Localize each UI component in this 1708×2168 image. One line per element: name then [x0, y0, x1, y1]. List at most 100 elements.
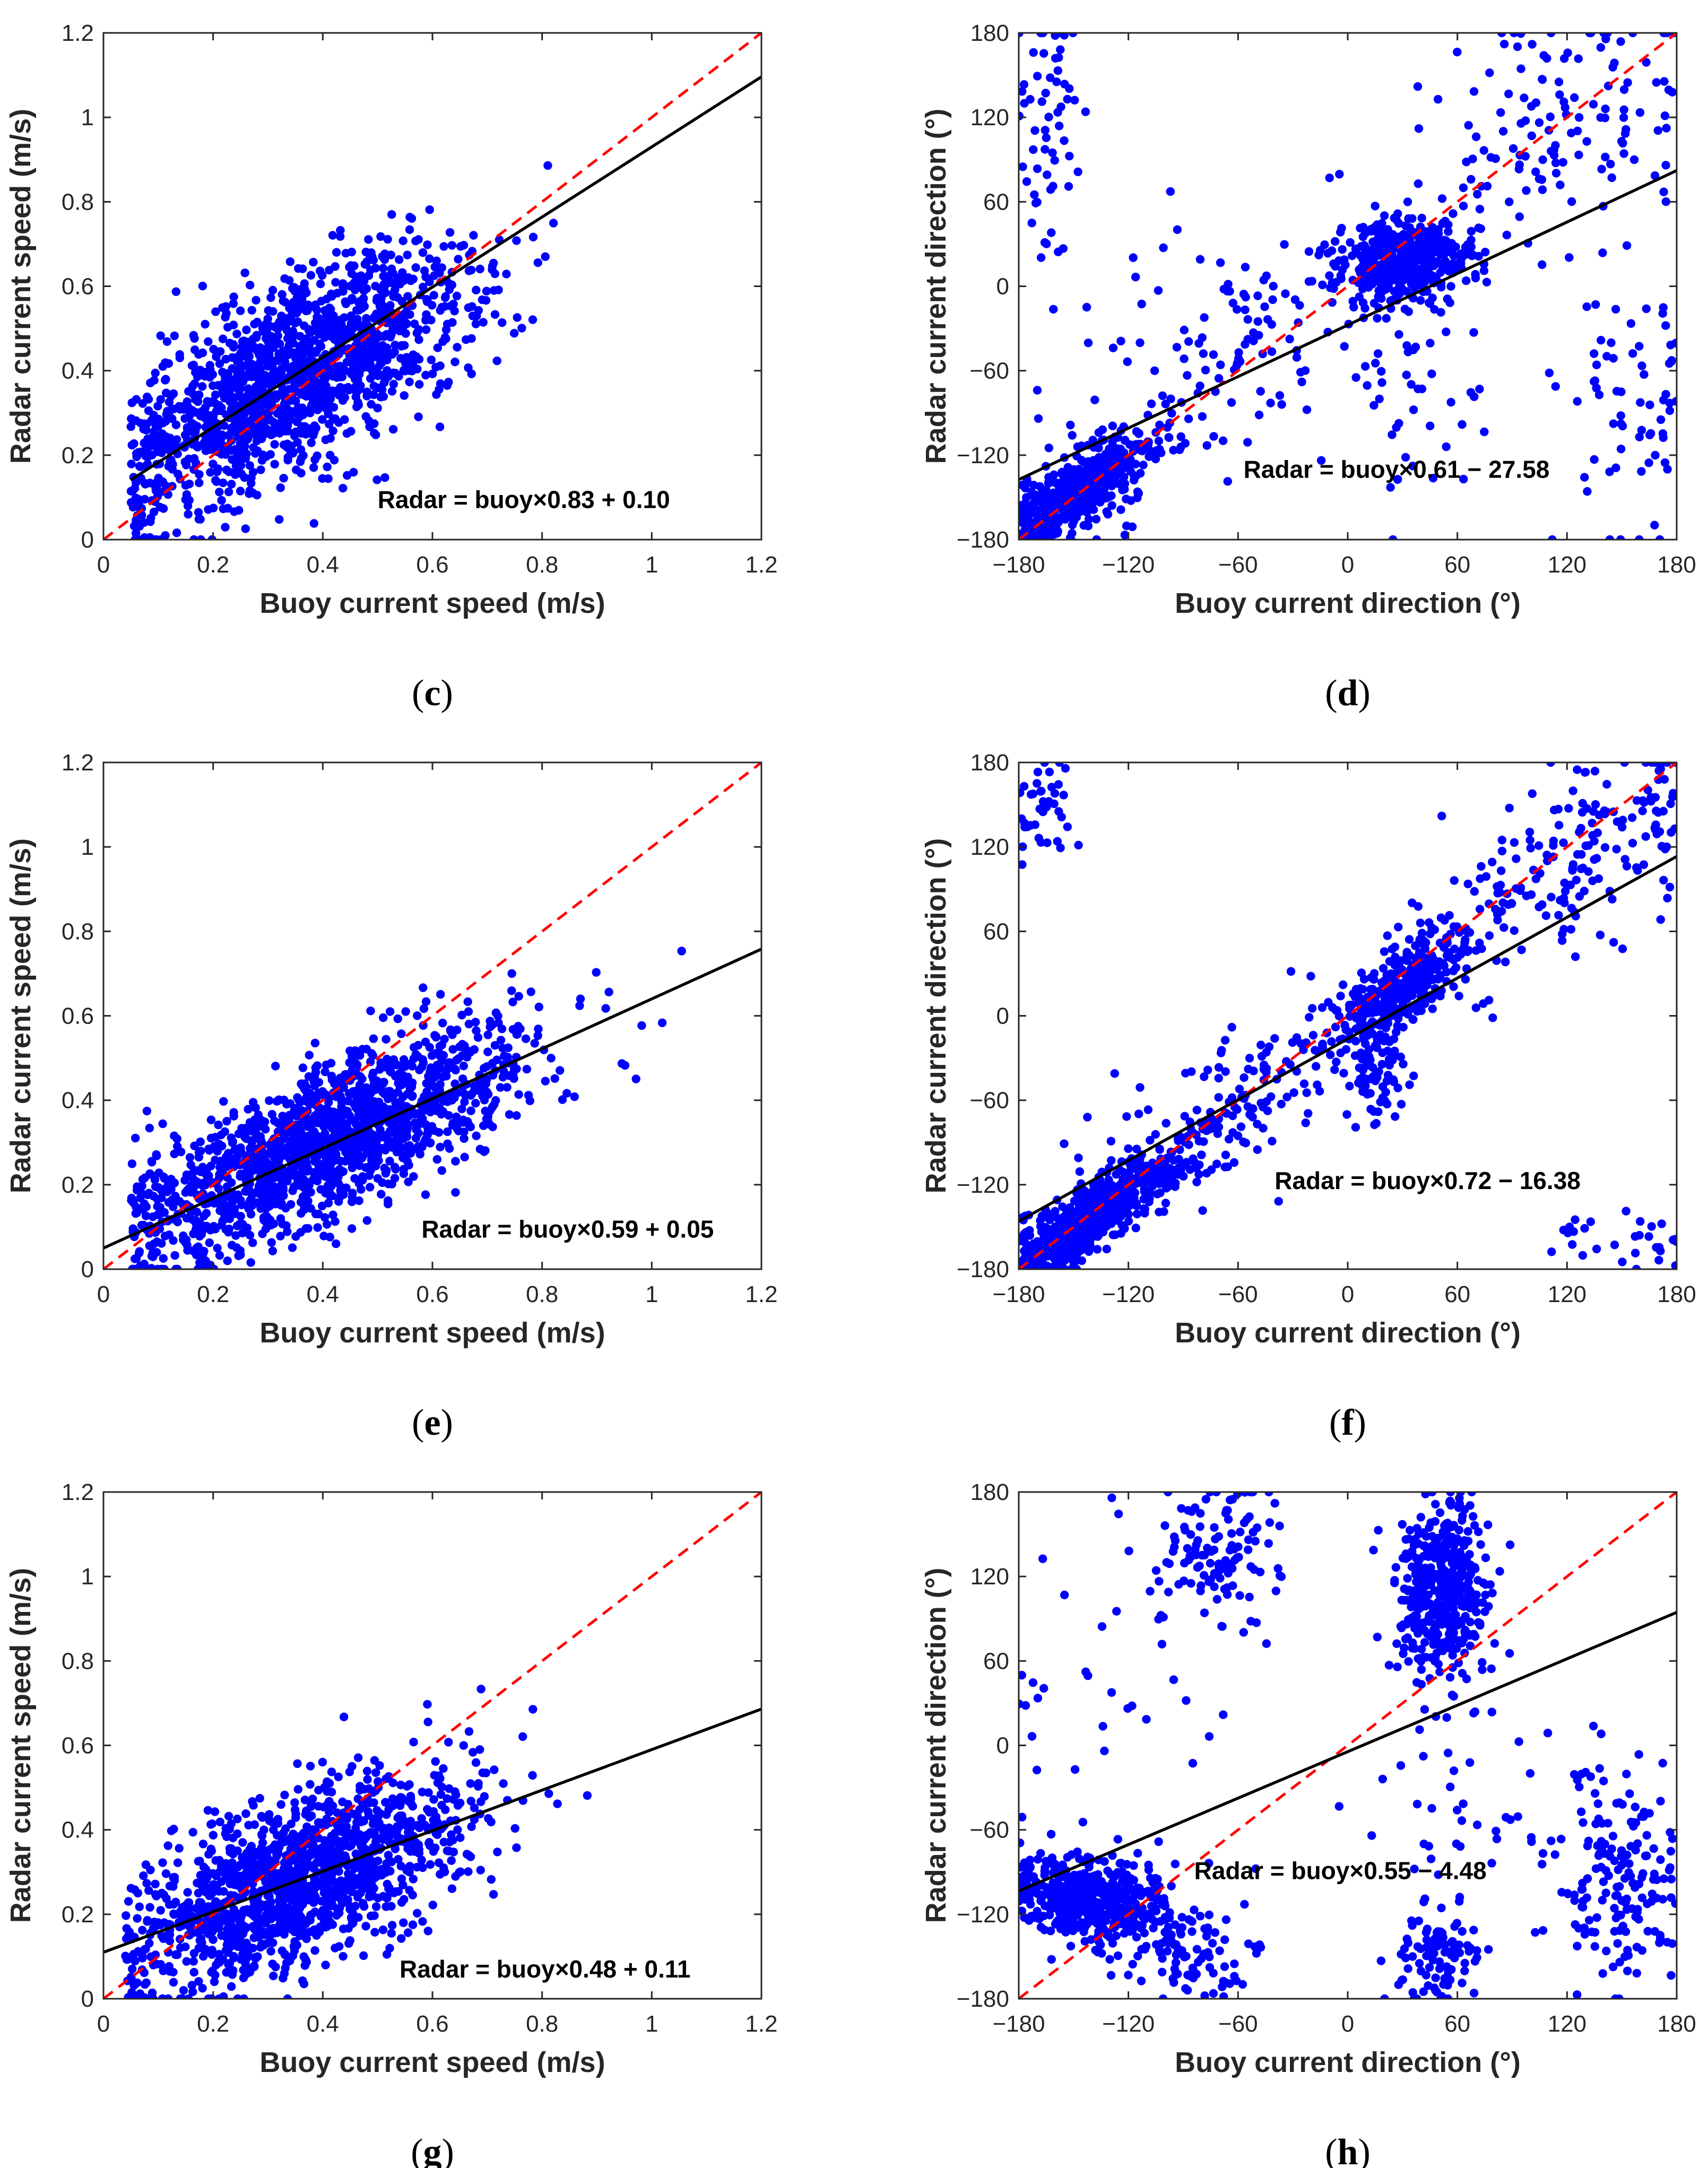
- scatter-point: [1438, 219, 1447, 228]
- scatter-point: [140, 1264, 149, 1269]
- scatter-point: [1061, 515, 1070, 524]
- scatter-point: [1157, 448, 1166, 457]
- scatter-point: [235, 506, 244, 515]
- y-tick-label: 120: [970, 105, 1009, 131]
- scatter-point: [1538, 260, 1547, 269]
- scatter-point: [1527, 131, 1536, 141]
- scatter-point: [1214, 374, 1224, 383]
- scatter-point: [132, 395, 141, 404]
- scatter-point: [175, 350, 184, 359]
- scatter-point: [206, 468, 215, 477]
- scatter-point: [151, 483, 160, 492]
- scatter-point: [1120, 531, 1130, 540]
- scatter-point: [232, 414, 241, 424]
- scatter-point: [198, 1226, 207, 1235]
- scatter-point: [512, 236, 521, 245]
- scatter-point: [296, 332, 305, 341]
- scatter-point: [1467, 227, 1476, 236]
- scatter-point: [217, 403, 226, 412]
- scatter-point: [193, 372, 202, 381]
- scatter-point: [219, 385, 228, 394]
- scatter-point: [1640, 370, 1649, 379]
- scatter-point: [443, 1127, 452, 1137]
- scatter-point: [410, 319, 419, 328]
- scatter-point: [387, 210, 396, 219]
- scatter-point: [1227, 398, 1236, 407]
- scatter-point: [224, 1149, 233, 1158]
- scatter-point: [1394, 219, 1403, 228]
- scatter-point: [411, 263, 420, 272]
- scatter-point: [149, 1247, 158, 1257]
- scatter-point: [1538, 185, 1547, 194]
- scatter-point: [264, 306, 273, 315]
- scatter-point: [436, 361, 445, 370]
- panel-caption: (e): [412, 1402, 453, 1443]
- scatter-point: [1504, 89, 1513, 99]
- x-tick-label: −60: [1218, 552, 1258, 578]
- scatter-point: [1607, 338, 1616, 348]
- scatter-point: [488, 1122, 497, 1131]
- scatter-point: [1450, 264, 1459, 273]
- scatter-point: [409, 350, 418, 359]
- scatter-point: [483, 1030, 492, 1039]
- scatter-point: [229, 292, 238, 301]
- scatter-point: [1150, 366, 1159, 375]
- scatter-point: [141, 1211, 151, 1220]
- scatter-point: [1611, 463, 1620, 472]
- scatter-point: [301, 1224, 310, 1233]
- scatter-point: [471, 1018, 480, 1027]
- scatter-point: [472, 1131, 481, 1140]
- scatter-point: [1026, 95, 1035, 104]
- scatter-point: [530, 1039, 539, 1048]
- scatter-point: [480, 1064, 489, 1073]
- scatter-point: [1060, 136, 1069, 145]
- scatter-point: [1609, 419, 1618, 428]
- scatter-point: [438, 1018, 447, 1028]
- scatter-point: [407, 1082, 417, 1091]
- scatter-point: [330, 1107, 339, 1117]
- scatter-point: [1280, 240, 1289, 249]
- scatter-point: [284, 1166, 293, 1176]
- scatter-point: [288, 1243, 297, 1252]
- scatter-point: [1073, 167, 1082, 176]
- scatter-point: [1055, 122, 1064, 131]
- scatter-point: [422, 1079, 431, 1088]
- scatter-point: [410, 1043, 419, 1052]
- scatter-point: [1479, 266, 1489, 275]
- scatter-point: [1597, 336, 1606, 345]
- scatter-point: [1644, 458, 1653, 467]
- scatter-point: [1083, 339, 1093, 348]
- scatter-point: [257, 456, 267, 465]
- scatter-point: [1470, 392, 1479, 401]
- scatter-point: [1073, 442, 1082, 452]
- scatter-point: [1471, 273, 1480, 283]
- scatter-point: [156, 331, 165, 340]
- x-tick-label: 0.2: [197, 552, 229, 578]
- scatter-point: [385, 1066, 395, 1076]
- scatter-point: [1169, 446, 1178, 455]
- scatter-point: [1635, 535, 1644, 540]
- scatter-point: [377, 1190, 386, 1199]
- scatter-point: [1069, 510, 1079, 519]
- scatter-point: [1407, 227, 1416, 236]
- scatter-point: [364, 271, 374, 280]
- scatter-point: [1076, 467, 1085, 476]
- x-tick-label: 1: [645, 552, 658, 578]
- scatter-point: [400, 1114, 409, 1123]
- scatter-point: [562, 1089, 571, 1098]
- scatter-point: [1596, 113, 1605, 122]
- y-tick-label: −180: [957, 527, 1009, 553]
- scatter-point: [241, 1125, 250, 1134]
- scatter-point: [133, 497, 142, 506]
- scatter-point: [423, 240, 432, 249]
- scatter-point: [1053, 66, 1063, 75]
- regression-line: [103, 948, 761, 1250]
- scatter-point: [244, 1105, 253, 1114]
- scatter-point: [187, 361, 197, 370]
- scatter-point: [132, 516, 141, 525]
- scatter-point: [420, 1092, 429, 1101]
- scatter-point: [1389, 535, 1398, 540]
- scatter-point: [185, 479, 194, 489]
- scatter-point: [1408, 462, 1417, 471]
- scatter-point: [1161, 1199, 1171, 1208]
